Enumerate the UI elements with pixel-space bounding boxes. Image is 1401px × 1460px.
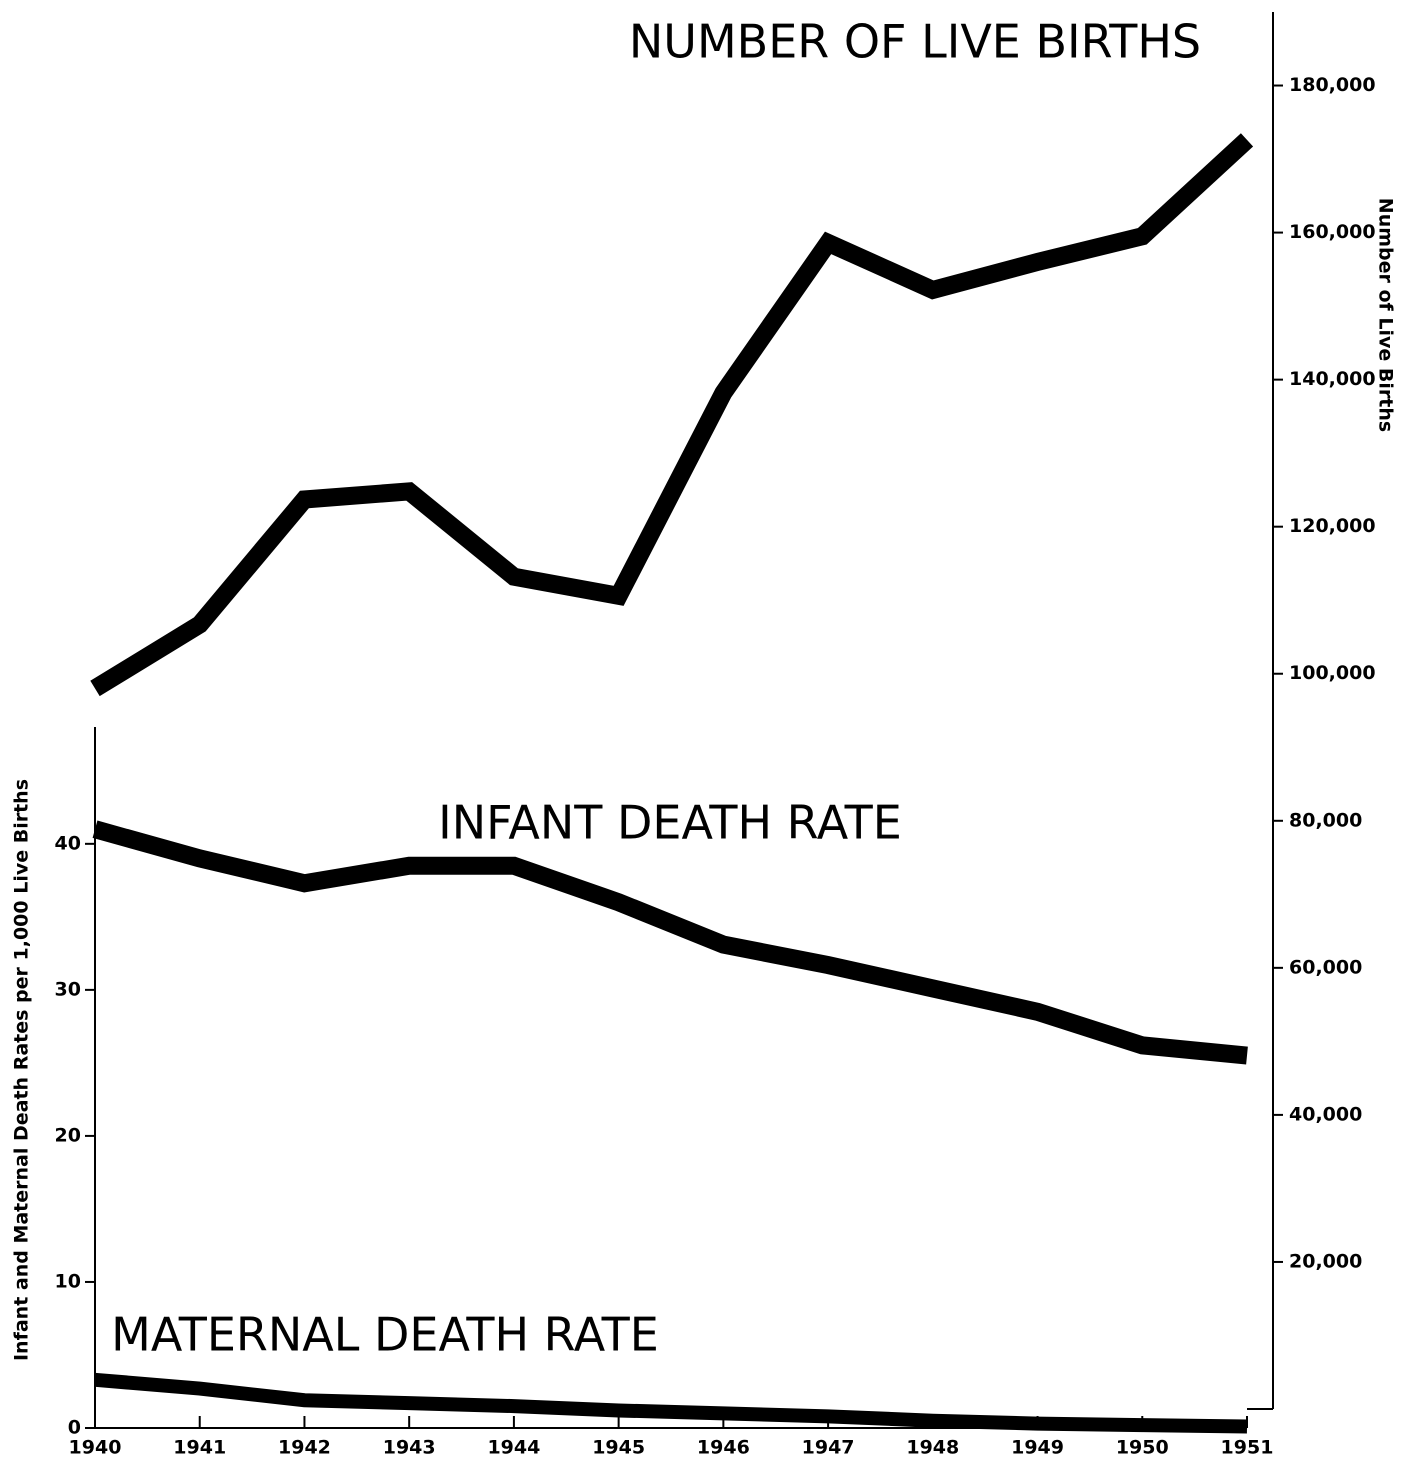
series-label: MATERNAL DEATH RATE bbox=[111, 1308, 659, 1362]
series-label: INFANT DEATH RATE bbox=[438, 796, 902, 850]
y-tick-label: 20 bbox=[55, 1124, 81, 1146]
y2-tick-label: 80,000 bbox=[1289, 809, 1362, 831]
series-line bbox=[95, 140, 1247, 689]
x-tick-label: 1948 bbox=[906, 1437, 959, 1459]
chart: Infant and Maternal Death Rates per 1,00… bbox=[0, 0, 1401, 1460]
x-tick-label: 1942 bbox=[278, 1437, 331, 1459]
x-tick-label: 1949 bbox=[1011, 1437, 1064, 1459]
y-tick-label: 40 bbox=[55, 832, 81, 854]
x-tick-label: 1941 bbox=[173, 1437, 226, 1459]
x-tick-label: 1944 bbox=[487, 1437, 540, 1459]
y-tick-label: 10 bbox=[55, 1270, 81, 1292]
x-tick-label: 1950 bbox=[1116, 1437, 1169, 1459]
x-tick-label: 1951 bbox=[1221, 1437, 1274, 1459]
y-tick-label: 30 bbox=[55, 978, 81, 1000]
y2-tick-label: 140,000 bbox=[1289, 368, 1376, 390]
x-tick-label: 1945 bbox=[592, 1437, 645, 1459]
y2-tick-label: 40,000 bbox=[1289, 1103, 1362, 1125]
y-tick-label: 0 bbox=[68, 1417, 81, 1439]
y2-tick-label: 60,000 bbox=[1289, 956, 1362, 978]
series-line bbox=[95, 829, 1247, 1055]
y2-axis-label: Number of Live Births bbox=[1375, 198, 1397, 432]
x-tick-label: 1947 bbox=[802, 1437, 855, 1459]
y2-tick-label: 180,000 bbox=[1289, 74, 1376, 96]
y-axis-label: Infant and Maternal Death Rates per 1,00… bbox=[11, 779, 33, 1361]
series-label: NUMBER OF LIVE BIRTHS bbox=[629, 15, 1201, 69]
y2-tick-label: 160,000 bbox=[1289, 221, 1376, 243]
y2-tick-label: 100,000 bbox=[1289, 662, 1376, 684]
series-line bbox=[95, 1380, 1247, 1427]
y2-tick-label: 20,000 bbox=[1289, 1250, 1362, 1272]
x-tick-label: 1946 bbox=[697, 1437, 750, 1459]
x-tick-label: 1943 bbox=[383, 1437, 436, 1459]
y2-tick-label: 120,000 bbox=[1289, 515, 1376, 537]
x-tick-label: 1940 bbox=[69, 1437, 122, 1459]
